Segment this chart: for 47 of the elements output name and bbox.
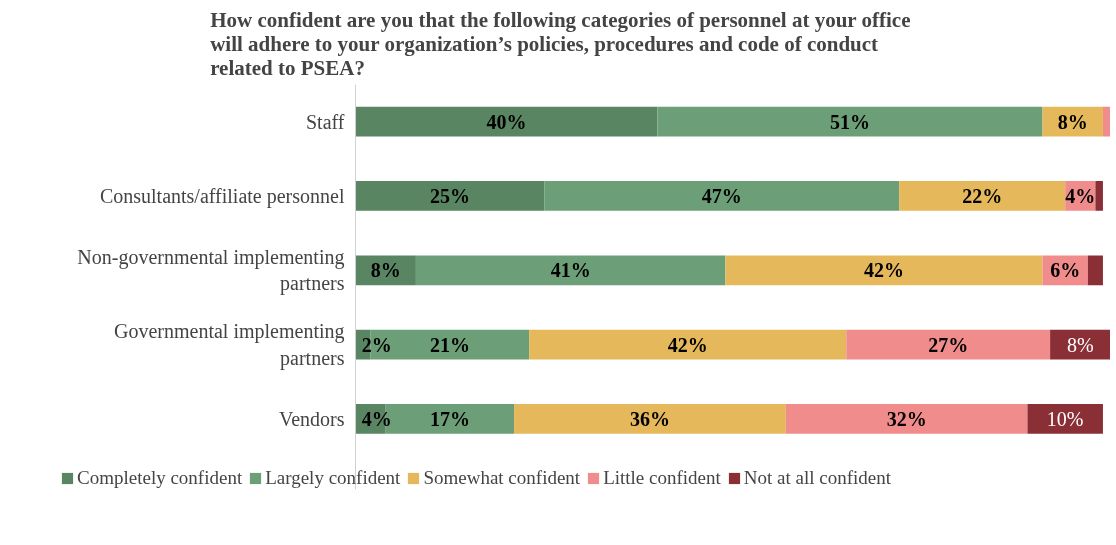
y-tick-label: Vendors [278, 407, 345, 430]
bar [415, 255, 726, 286]
bar [1027, 404, 1103, 434]
bar [725, 255, 1043, 286]
legend-label: Little confident [603, 467, 721, 489]
data-label: 47% [701, 184, 742, 207]
data-label: 36% [629, 407, 670, 430]
data-label: 32% [886, 407, 927, 430]
data-label: 8% [1057, 110, 1088, 133]
data-label: 17% [429, 407, 470, 430]
bar [846, 329, 1051, 360]
bar [514, 404, 786, 434]
y-tick-label: Consultants/affiliate personnel [99, 184, 345, 208]
data-label: 4% [361, 407, 392, 430]
bar [785, 404, 1028, 434]
data-label: 2% [361, 333, 392, 356]
data-label: 21% [429, 333, 470, 356]
data-label: 4% [1065, 184, 1096, 207]
bar [1095, 181, 1103, 211]
data-label: 40% [486, 110, 527, 133]
data-label: 6% [1050, 259, 1081, 282]
bar [899, 181, 1066, 211]
legend-label: Not at all confident [743, 467, 891, 489]
bar [1087, 255, 1103, 286]
y-tick-label: Non-governmental implementing partners [77, 246, 345, 296]
data-label: 51% [830, 110, 871, 133]
data-label: 41% [550, 259, 591, 282]
chart-title: How confident are you that the following categories of personnel at your office will adhere to your organization’s policies, procedures and code of conduct related to PSEA? [210, 7, 911, 80]
legend-label: Largely confident [265, 467, 401, 489]
bar [1102, 106, 1110, 137]
data-label: 25% [429, 184, 470, 207]
data-label: 22% [962, 184, 1003, 207]
y-tick-label: Governmental implementing partners [114, 320, 345, 370]
legend-label: Somewhat confident [423, 467, 581, 489]
bar [657, 106, 1043, 137]
data-label: 27% [928, 333, 969, 356]
bar [529, 329, 847, 360]
bar [355, 181, 545, 211]
data-label: 42% [667, 333, 708, 356]
legend-label: Completely confident [77, 467, 243, 489]
bar [544, 181, 900, 211]
data-label: 42% [864, 259, 904, 282]
bar [355, 106, 658, 137]
data-label: 8% [370, 259, 401, 282]
data-label: 8% [1066, 333, 1094, 356]
data-label: 10% [1046, 407, 1084, 430]
y-tick-label: Staff [305, 110, 345, 133]
